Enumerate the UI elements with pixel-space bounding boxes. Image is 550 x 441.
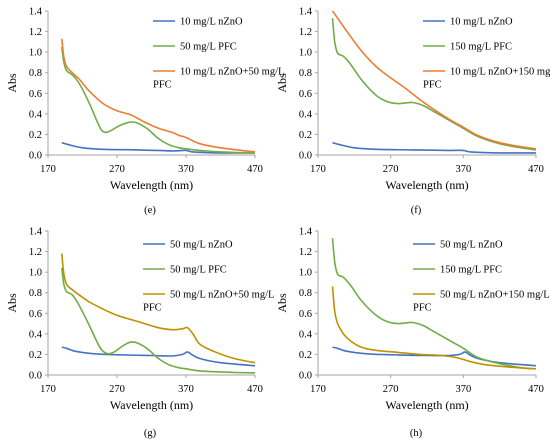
legend-label: 10 mg/L nZnO+150 mg/L PFC: [423, 67, 550, 91]
legend-label: 150 mg/L PFC: [450, 42, 512, 53]
y-tick-label: 1.4: [29, 7, 43, 18]
y-tick-label: 0.6: [299, 309, 312, 320]
panel-label: (e): [144, 205, 156, 216]
x-tick-label: 170: [310, 384, 326, 395]
legend-label: 10 mg/L nZnO: [180, 17, 243, 28]
y-tick-label: 1.0: [299, 268, 312, 279]
y-tick-label: 0.2: [29, 130, 42, 141]
legend: 50 mg/L nZnO 150 mg/L PFC 50 mg/L nZnO+150…: [413, 240, 550, 314]
y-tick-label: 0.6: [29, 89, 42, 100]
series-line-1: [332, 346, 536, 367]
series-line-3: [61, 253, 255, 364]
y-tick-label: 0.8: [29, 288, 42, 299]
y-tick-label: 0.4: [29, 109, 43, 120]
y-tick-label: 1.4: [299, 227, 313, 238]
x-tick-label: 470: [528, 164, 544, 175]
x-tick-label: 370: [455, 384, 471, 395]
y-tick-label: 0.6: [29, 309, 42, 320]
series-line-2: [61, 267, 255, 374]
legend: 10 mg/L nZnO 150 mg/L PFC 10 mg/L nZnO+150…: [423, 17, 550, 91]
y-tick-label: 1.2: [299, 27, 312, 38]
chart-panel-4: 0.0 0.2 0.4 0.6 0.8 1.0 1.2 1.4 170 270 370 470 Wave…: [275, 227, 550, 413]
y-tick-label: 0.0: [29, 151, 42, 162]
y-axis-title: Abs: [5, 293, 19, 313]
x-tick-label: 270: [109, 384, 125, 395]
x-tick-label: 270: [383, 164, 399, 175]
series-line-1: [61, 141, 255, 154]
legend-label: 150 mg/L PFC: [440, 265, 502, 276]
y-axis-title: Abs: [275, 293, 289, 313]
y-tick-label: 0.4: [29, 329, 43, 340]
y-tick-label: 0.0: [29, 371, 42, 382]
panel-label: (h): [410, 428, 423, 439]
series-line-3: [331, 10, 536, 150]
x-tick-label: 470: [528, 384, 544, 395]
y-tick-label: 0.2: [29, 350, 42, 361]
y-tick-label: 1.4: [299, 7, 313, 18]
y-tick-label: 1.2: [299, 247, 312, 258]
chart-panel-2: 0.0 0.2 0.4 0.6 0.8 1.0 1.2 1.4 170 270 370 470 Wave…: [275, 7, 550, 193]
y-tick-label: 0.2: [299, 350, 312, 361]
y-tick-label: 1.2: [29, 27, 42, 38]
x-tick-label: 370: [455, 164, 471, 175]
x-axis-title: Wavelength (nm): [110, 398, 193, 412]
y-tick-label: 1.4: [29, 227, 43, 238]
legend: 50 mg/L nZnO 50 mg/L PFC 50 mg/L nZnO+50 m…: [143, 240, 274, 314]
y-tick-label: 0.6: [299, 89, 312, 100]
x-tick-label: 470: [247, 164, 263, 175]
y-tick-label: 0.4: [299, 109, 313, 120]
panel-label: (g): [144, 428, 157, 439]
legend-label: 10 mg/L nZnO+50 mg/L PFC: [153, 67, 284, 91]
legend-label: 50 mg/L PFC: [170, 265, 227, 276]
y-tick-label: 1.0: [299, 48, 312, 59]
chart-panel-1: 0.0 0.2 0.4 0.6 0.8 1.0 1.2 1.4 170 270 370 470 Wave…: [5, 7, 284, 193]
x-tick-label: 270: [109, 164, 125, 175]
x-axis-title: Wavelength (nm): [110, 178, 193, 192]
y-tick-label: 0.0: [299, 151, 312, 162]
panel-label: (f): [411, 205, 422, 216]
y-tick-label: 0.8: [29, 68, 42, 79]
legend-label: 10 mg/L nZnO: [450, 17, 513, 28]
series-line-3: [61, 38, 255, 153]
y-tick-label: 0.0: [299, 371, 312, 382]
y-tick-label: 0.2: [299, 130, 312, 141]
legend-label: 50 mg/L nZnO+50 mg/L PFC: [143, 290, 274, 314]
x-tick-label: 170: [40, 164, 56, 175]
legend-label: 50 mg/L nZnO: [170, 240, 233, 251]
x-tick-label: 170: [40, 384, 56, 395]
series-line-3: [331, 286, 536, 370]
x-tick-label: 470: [247, 384, 263, 395]
legend-label: 50 mg/L nZnO+150 mg/L PFC: [413, 290, 550, 314]
series-line-2: [61, 46, 255, 154]
x-axis-title: Wavelength (nm): [385, 398, 468, 412]
x-tick-label: 370: [178, 164, 194, 175]
legend-label: 50 mg/L nZnO: [440, 240, 503, 251]
y-tick-label: 0.4: [299, 329, 313, 340]
y-axis-title: Abs: [5, 73, 19, 93]
series-line-2: [331, 18, 536, 151]
x-tick-label: 170: [310, 164, 326, 175]
y-tick-label: 1.2: [29, 247, 42, 258]
y-tick-label: 1.0: [29, 268, 42, 279]
series-line-1: [61, 346, 255, 367]
y-axis-title: Abs: [275, 73, 289, 93]
series-line-2: [331, 238, 536, 370]
chart-panel-3: 0.0 0.2 0.4 0.6 0.8 1.0 1.2 1.4 170 270 370 470 Wave…: [5, 227, 274, 413]
x-tick-label: 370: [178, 384, 194, 395]
y-tick-label: 0.8: [299, 288, 312, 299]
x-axis-title: Wavelength (nm): [385, 178, 468, 192]
legend: 10 mg/L nZnO 50 mg/L PFC 10 mg/L nZnO+50 m…: [153, 17, 284, 91]
y-tick-label: 1.0: [29, 48, 42, 59]
y-tick-label: 0.8: [299, 68, 312, 79]
x-tick-label: 270: [383, 384, 399, 395]
series-line-1: [332, 141, 536, 154]
legend-label: 50 mg/L PFC: [180, 42, 237, 53]
